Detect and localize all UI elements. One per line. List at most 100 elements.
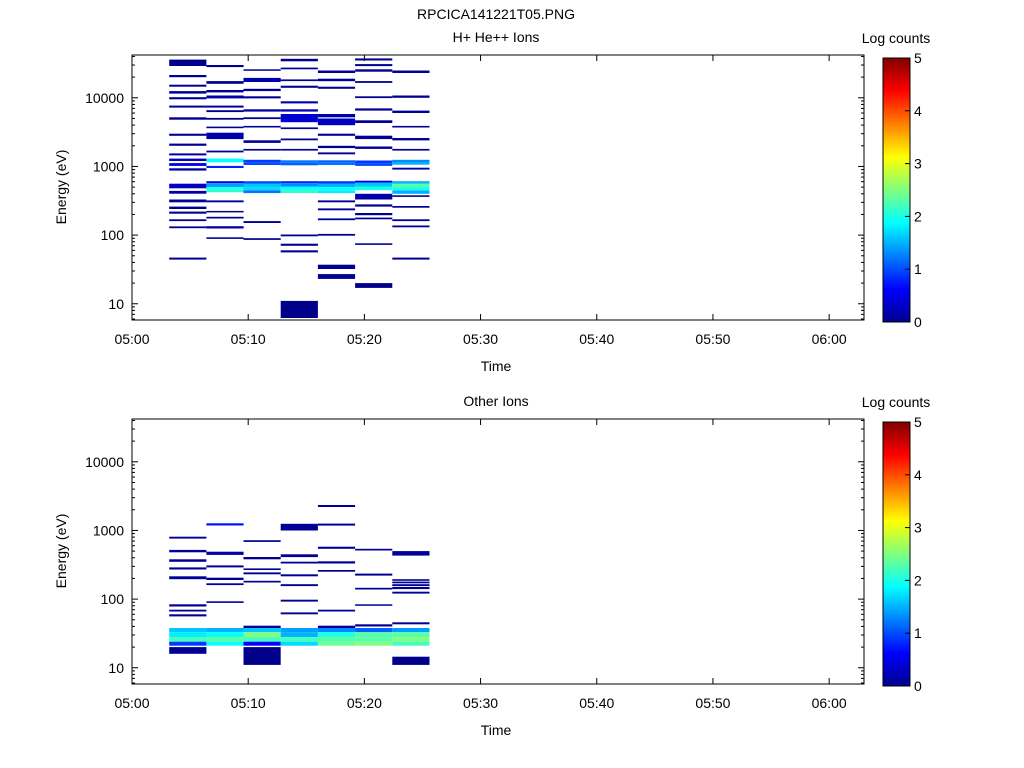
heatmap-cell (317, 264, 356, 269)
heatmap-cell (392, 225, 430, 228)
panel-title: H+ He++ Ions (453, 29, 540, 45)
x-tick-label: 05:10 (231, 331, 266, 347)
heatmap-cell (392, 581, 430, 584)
heatmap-cell (169, 609, 207, 612)
heatmap-cell (243, 69, 281, 71)
heatmap-cell (280, 162, 318, 166)
heatmap-cell (355, 193, 393, 200)
heatmap-cell (317, 200, 356, 203)
heatmap-cell (280, 243, 318, 246)
x-tick-label: 05:50 (695, 695, 730, 711)
heatmap-cell (206, 189, 244, 193)
x-tick-label: 06:00 (812, 331, 847, 347)
heatmap-cell (243, 159, 281, 163)
heatmap-cell (206, 150, 244, 153)
heatmap-cell (206, 81, 244, 84)
x-tick-label: 06:00 (812, 695, 847, 711)
heatmap-cell (206, 632, 244, 638)
heatmap-cell (280, 58, 318, 62)
heatmap-cell (169, 133, 207, 136)
heatmap-cells (169, 58, 430, 318)
heatmap-cell (169, 199, 207, 203)
heatmap-cell (206, 577, 244, 580)
heatmap-cell (206, 641, 244, 646)
heatmap-cell (392, 187, 430, 191)
heatmap-cell (355, 120, 393, 123)
figure-title: RPCICA141221T05.PNG (417, 6, 575, 22)
heatmap-cell (317, 632, 356, 638)
heatmap-cell (355, 604, 393, 606)
colorbar-ticks: 0 1 2 3 4 5 (905, 50, 922, 330)
heatmap-cell (355, 243, 393, 245)
y-tick-label: 1000 (93, 522, 124, 538)
heatmap-cell (206, 165, 244, 168)
x-tick-label: 05:00 (114, 695, 149, 711)
heatmap-cell (206, 216, 244, 219)
heatmap-cell (243, 187, 281, 191)
heatmap-cell (392, 95, 430, 98)
heatmap-cell (169, 163, 207, 166)
heatmap-cell (392, 637, 430, 642)
heatmap-cell (317, 218, 356, 221)
colorbar-tick-label: 3 (914, 520, 922, 536)
heatmap-cell (280, 641, 318, 646)
heatmap-cell (169, 604, 207, 607)
heatmap-cell (392, 628, 430, 633)
heatmap-cell (280, 160, 318, 163)
heatmap-cell (355, 213, 393, 216)
heatmap-cell (169, 536, 207, 539)
heatmap-cell (169, 257, 207, 260)
heatmap-cell (355, 573, 393, 576)
heatmap-cell (392, 181, 430, 184)
heatmap-cell (317, 505, 356, 507)
heatmap-cell (169, 190, 207, 194)
heatmap-cell (392, 183, 430, 188)
x-tick-label: 05:00 (114, 331, 149, 347)
heatmap-cell (169, 647, 207, 654)
colorbar-tick-label: 4 (914, 103, 922, 119)
heatmap-cell (243, 625, 281, 628)
heatmap-cell (355, 69, 393, 72)
heatmap-cell (392, 551, 430, 556)
heatmap-cell (280, 79, 318, 82)
heatmap-cell (355, 163, 393, 166)
colorbar-label: Log counts (862, 30, 931, 46)
heatmap-cell (392, 579, 430, 581)
y-axis-label: Energy (eV) (53, 150, 69, 225)
panel-h-he-ions: H+ He++ Ions 05:00 05:10 05:20 05:30 05:40 05… (53, 29, 930, 374)
heatmap-cell (280, 561, 318, 564)
heatmap-cell (317, 274, 356, 279)
heatmap-cell (243, 162, 281, 165)
heatmap-cell (169, 576, 207, 580)
heatmap-cell (392, 190, 430, 194)
heatmap-cell (243, 641, 281, 646)
heatmap-cell (392, 162, 430, 165)
heatmap-cell (280, 637, 318, 642)
heatmap-cell (317, 78, 356, 82)
heatmap-cell (355, 182, 393, 187)
heatmap-cell (206, 523, 244, 526)
heatmap-cell (243, 238, 281, 240)
heatmap-cell (392, 70, 430, 73)
heatmap-cells (169, 505, 430, 665)
heatmap-cell (169, 211, 207, 214)
heatmap-cell (392, 656, 430, 665)
colorbar (882, 57, 911, 323)
heatmap-cell (169, 219, 207, 222)
colorbar-tick-label: 3 (914, 156, 922, 172)
heatmap-cell (355, 186, 393, 191)
heatmap-cell (169, 632, 207, 638)
colorbar-tick-label: 5 (914, 414, 922, 430)
heatmap-cell (317, 160, 356, 163)
colorbar-tick-label: 5 (914, 50, 922, 66)
colorbar-tick-label: 1 (914, 261, 922, 277)
heatmap-cell (280, 85, 318, 88)
heatmap-cell (243, 628, 281, 633)
x-tick-label: 05:40 (579, 695, 614, 711)
colorbar-tick-label: 2 (914, 208, 922, 224)
heatmap-cell (280, 612, 318, 615)
heatmap-cell (355, 548, 393, 551)
heatmap-cell (243, 647, 281, 665)
heatmap-cell (169, 168, 207, 171)
heatmap-cell (317, 114, 356, 118)
